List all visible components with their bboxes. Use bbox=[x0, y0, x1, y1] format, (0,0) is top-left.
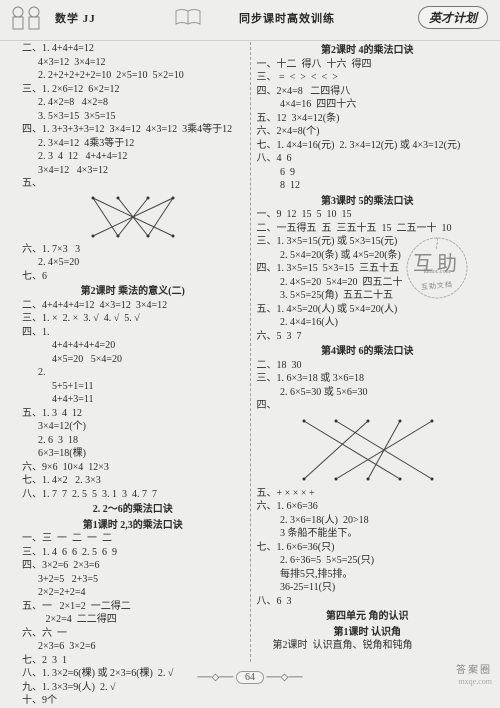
section-title: 第2课时 乘法的意义(二) bbox=[22, 285, 244, 299]
text-line: 36-25=11(只) bbox=[257, 581, 479, 595]
page-root: 数学 JJ 同步课时高效训练 英才计划 二、1. 4+4+4=12 4×3=12… bbox=[0, 0, 500, 688]
text-line: 一、9 12 15 5 10 15 bbox=[257, 208, 479, 222]
text-line: 2. 4×2=8 4×2=8 bbox=[22, 96, 244, 110]
text-line: 二、一五得五 五 三五十五 15 二五一十 10 bbox=[257, 222, 479, 236]
text-line: 二、4+4+4+4=12 4×3=12 3×4=12 bbox=[22, 299, 244, 313]
text-line: 2. 6÷36=5 5×5=25(只) bbox=[257, 554, 479, 568]
text-line: 2. 6×5=30 或 5×6=30 bbox=[257, 386, 479, 400]
text-line: 四、2×4=8 二四得八 bbox=[257, 85, 479, 99]
text-line: 3×4=12(个) bbox=[22, 420, 244, 434]
text-line: 2×3=6 3×2=6 bbox=[22, 640, 244, 654]
text-line: 四、 bbox=[257, 399, 479, 413]
right-column: 第2课时 4的乘法口诀 一、十二 得八 十六 得四 三、 = < > < < >… bbox=[251, 42, 485, 662]
text-line: 3. 5×3=15 3×5=15 bbox=[22, 110, 244, 124]
page-header: 数学 JJ 同步课时高效训练 英才计划 bbox=[0, 0, 500, 41]
text-line: 六、2×4=8(个) bbox=[257, 125, 479, 139]
text-line: 6×3=18(棵) bbox=[22, 447, 244, 461]
text-line: 六、1. 6×6=36 bbox=[257, 500, 479, 514]
text-line: 四、1. 3×5=15 5×3=15 三五十五 bbox=[257, 262, 479, 276]
url-watermark: mxqe.com bbox=[458, 677, 492, 686]
text-line: 十、9个 bbox=[22, 694, 244, 708]
text-line: 六、5 3 7 bbox=[257, 330, 479, 344]
text-line: 8 12 bbox=[257, 179, 479, 193]
text-line: 3 条船不能坐下。 bbox=[257, 527, 479, 541]
page-footer: ──◇── 64 ──◇── bbox=[0, 671, 500, 684]
text-line: 三、1. 3×5=15(元) 或 5×3=15(元) bbox=[257, 235, 479, 249]
text-line: 五、 bbox=[22, 177, 244, 191]
text-line: 2. 3×4=12 4乘3等于12 bbox=[22, 137, 244, 151]
text-line: 第2课时 认识直角、锐角和钝角 bbox=[257, 639, 479, 653]
text-line: 2. bbox=[22, 366, 244, 380]
text-line: 三、 = < > < < > bbox=[257, 71, 479, 85]
text-line: 二、18 30 bbox=[257, 359, 479, 373]
section-title: 2. 2～6的乘法口诀 bbox=[22, 503, 244, 517]
header-kids-icon bbox=[6, 2, 50, 32]
matching-diagram-2 bbox=[292, 415, 442, 485]
text-line: 六、9×6 10×4 12×3 bbox=[22, 461, 244, 475]
text-line: 七、1. 4×2 2. 3×3 bbox=[22, 474, 244, 488]
text-line: 3+2=5 2+3=5 bbox=[22, 573, 244, 587]
text-line: 七、2 3 1 bbox=[22, 654, 244, 668]
text-line: 六、1. 7×3 3 bbox=[22, 243, 244, 257]
text-line: 2. 5×4=20(条) 或 4×5=20(条) bbox=[257, 249, 479, 263]
text-line: 2. 4×5=20 bbox=[22, 256, 244, 270]
plan-badge: 英才计划 bbox=[418, 6, 488, 29]
left-column: 二、1. 4+4+4=12 4×3=12 3×4=12 2. 2+2+2+2+2… bbox=[16, 42, 250, 662]
text-line: 三、1. × 2. × 3. √ 4. √ 5. √ bbox=[22, 312, 244, 326]
series-label: 同步课时高效训练 bbox=[239, 10, 335, 26]
text-line: 3×4=12 4×3=12 bbox=[22, 164, 244, 178]
text-line: 四、1. 3+3+3+3=12 3×4=12 4×3=12 3乘4等于12 bbox=[22, 123, 244, 137]
section-title: 第4课时 6的乘法口诀 bbox=[257, 345, 479, 359]
content-columns: 二、1. 4+4+4=12 4×3=12 3×4=12 2. 2+2+2+2+2… bbox=[16, 42, 484, 662]
text-line: 二、1. 4+4+4=12 bbox=[22, 42, 244, 56]
unit-subtitle: 第1课时 认识角 bbox=[257, 626, 479, 640]
text-line: 4×4=16 四四十六 bbox=[257, 98, 479, 112]
text-line: 五、1. 3 4 12 bbox=[22, 407, 244, 421]
text-line: 4×3=12 3×4=12 bbox=[22, 56, 244, 70]
text-line: 2×2=4 二二得四 bbox=[22, 613, 244, 627]
text-line: 4+4+3=11 bbox=[22, 393, 244, 407]
text-line: 一、三 一 二 一 二 bbox=[22, 532, 244, 546]
text-line: 2. 3 4 12 4+4+4=12 bbox=[22, 150, 244, 164]
text-line: 五、1. 4×5=20(人) 或 5×4=20(人) bbox=[257, 303, 479, 317]
text-line: 一、十二 得八 十六 得四 bbox=[257, 58, 479, 72]
text-line: 三、1. 4 6 6 2. 5 6 9 bbox=[22, 546, 244, 560]
subject-label: 数学 JJ bbox=[55, 10, 96, 26]
text-line: 七、1. 6×6=36(只) bbox=[257, 541, 479, 555]
page-number: 64 bbox=[236, 671, 264, 684]
text-line: 2. 6 3 18 bbox=[22, 434, 244, 448]
text-line: 3. 5×5=25(角) 五五二十五 bbox=[257, 289, 479, 303]
text-line: 八、6 3 bbox=[257, 595, 479, 609]
text-line: 2. 2+2+2+2+2=10 2×5=10 5×2=10 bbox=[22, 69, 244, 83]
text-line: 八、4 6 bbox=[257, 152, 479, 166]
text-line: 六、六 一 bbox=[22, 627, 244, 641]
text-line: 四、3×2=6 2×3=6 bbox=[22, 559, 244, 573]
text-line: 2. 3×6=18(人) 20>18 bbox=[257, 514, 479, 528]
text-line: 2. 4×5=20 5×4=20 四五二十 bbox=[257, 276, 479, 290]
text-line: 七、1. 4×4=16(元) 2. 3×4=12(元) 或 4×3=12(元) bbox=[257, 139, 479, 153]
text-line: 2. 4×4=16(人) bbox=[257, 316, 479, 330]
text-line: 4+4+4+4+4=20 bbox=[22, 339, 244, 353]
text-line: 三、1. 2×6=12 6×2=12 bbox=[22, 83, 244, 97]
section-title: 第3课时 5的乘法口诀 bbox=[257, 195, 479, 209]
section-subtitle: 第1课时 2,3的乘法口诀 bbox=[22, 519, 244, 533]
text-line: 七、6 bbox=[22, 270, 244, 284]
text-line: 4×5=20 5×4=20 bbox=[22, 353, 244, 367]
unit-title: 第四单元 角的认识 bbox=[257, 610, 479, 624]
text-line: 2×2=2+2=4 bbox=[22, 586, 244, 600]
text-line: 五、+ × × × + bbox=[257, 487, 479, 501]
matching-diagram-1 bbox=[83, 193, 183, 241]
text-line: 5+5+1=11 bbox=[22, 380, 244, 394]
brand-watermark: 答案圈 bbox=[456, 661, 492, 676]
text-line: 八、1. 7 7 2. 5 5 3. 1 3 4. 7 7 bbox=[22, 488, 244, 502]
text-line: 五、12 3×4=12(条) bbox=[257, 112, 479, 126]
text-line: 三、1. 6×3=18 或 3×6=18 bbox=[257, 372, 479, 386]
text-line: 6 9 bbox=[257, 166, 479, 180]
text-line: 每排5只,排5排。 bbox=[257, 568, 479, 582]
text-line: 四、1. bbox=[22, 326, 244, 340]
text-line: 五、一 2×1=2 一二得二 bbox=[22, 600, 244, 614]
section-title: 第2课时 4的乘法口诀 bbox=[257, 44, 479, 58]
open-book-icon bbox=[175, 8, 201, 26]
